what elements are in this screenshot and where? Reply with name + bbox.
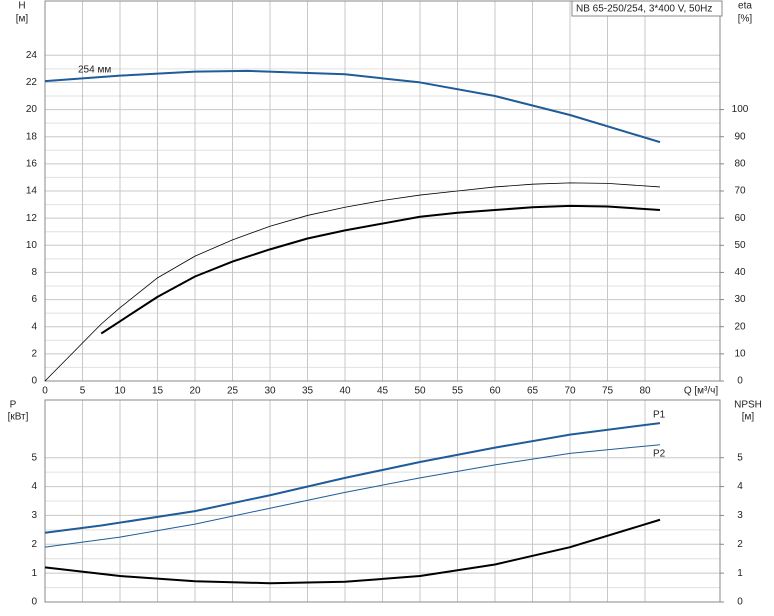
- curve: [44, 69, 661, 144]
- y-tick-label: 8: [31, 267, 37, 278]
- y-tick-label: 24: [26, 50, 38, 61]
- y-tick-label: 16: [26, 158, 38, 169]
- y-tick-label: 4: [31, 321, 37, 332]
- x-tick-label: 40: [339, 386, 351, 397]
- plot-frame: [44, 0, 721, 382]
- x-axis-label: Q [м³/ч]: [684, 386, 719, 397]
- x-tick-label: 25: [227, 386, 239, 397]
- x-tick-label: 35: [302, 386, 314, 397]
- y2-tick-label: 5: [737, 452, 743, 463]
- y-tick-label: 14: [26, 186, 38, 197]
- y-tick-label: 6: [31, 294, 37, 305]
- y-axis-label: H: [18, 1, 25, 12]
- y2-tick-label: 80: [734, 158, 746, 169]
- y2-tick-label: 50: [734, 240, 746, 251]
- y2-tick-label: 0: [737, 597, 743, 608]
- y-tick-label: 10: [26, 240, 38, 251]
- y2-tick-label: 3: [737, 510, 743, 521]
- x-label-bg: [683, 384, 719, 398]
- y-tick-label: 3: [31, 510, 37, 521]
- y2-axis-label: NPSH: [734, 400, 762, 411]
- y2-tick-label: 20: [734, 321, 746, 332]
- x-tick-label: 45: [377, 386, 389, 397]
- title-box: [571, 0, 723, 17]
- y-tick-label: 5: [31, 452, 37, 463]
- y2-tick-label: 1: [737, 568, 743, 579]
- curve: [44, 422, 661, 534]
- y-tick-label: 18: [26, 131, 38, 142]
- x-tick-label: 55: [452, 386, 464, 397]
- curve: [44, 518, 661, 585]
- y2-tick-label: 40: [734, 267, 746, 278]
- x-tick-label: 75: [602, 386, 614, 397]
- x-tick-label: 80: [639, 386, 651, 397]
- y2-tick-label: 2: [737, 539, 743, 550]
- x-tick-label: 10: [114, 386, 126, 397]
- x-tick-label: 70: [564, 386, 576, 397]
- x-tick-label: 50: [414, 386, 426, 397]
- y-tick-label: 2: [31, 539, 37, 550]
- curve-label: P1: [653, 410, 666, 421]
- curve: [100, 204, 661, 335]
- y2-tick-label: 30: [734, 294, 746, 305]
- x-tick-label: 60: [489, 386, 501, 397]
- y2-tick-label: 100: [732, 104, 749, 115]
- y-tick-label: 20: [26, 104, 38, 115]
- y-axis-label: P: [10, 400, 17, 411]
- x-tick-label: 30: [264, 386, 276, 397]
- curve-label: 254 мм: [78, 65, 111, 76]
- y2-tick-label: 0: [737, 376, 743, 387]
- y2-axis-unit: [м]: [742, 412, 755, 423]
- y2-tick-label: 4: [737, 481, 743, 492]
- y-tick-label: 2: [31, 348, 37, 359]
- y-axis-unit: [м]: [16, 14, 29, 25]
- y-tick-label: 4: [31, 481, 37, 492]
- y2-tick-label: 10: [734, 348, 746, 359]
- x-tick-label: 0: [42, 386, 48, 397]
- x-tick-label: 65: [527, 386, 539, 397]
- y-tick-label: 22: [26, 77, 38, 88]
- plot-frame: [44, 399, 721, 603]
- x-tick-label: 5: [80, 386, 86, 397]
- curve: [44, 182, 661, 382]
- y2-tick-label: 60: [734, 213, 746, 224]
- y2-tick-label: 70: [734, 186, 746, 197]
- x-tick-label: 20: [189, 386, 201, 397]
- y-tick-label: 0: [31, 597, 37, 608]
- y-axis-unit: [кВт]: [8, 412, 29, 423]
- y2-axis-unit: [%]: [738, 14, 753, 25]
- curve: [44, 444, 661, 548]
- y-tick-label: 1: [31, 568, 37, 579]
- chart-title: NB 65-250/254, 3*400 V, 50Hz: [576, 4, 712, 15]
- y-tick-label: 12: [26, 213, 38, 224]
- y2-axis-label: eta: [738, 1, 752, 12]
- y2-tick-label: 90: [734, 131, 746, 142]
- y-tick-label: 0: [31, 376, 37, 387]
- x-tick-label: 15: [152, 386, 164, 397]
- curve-label: P2: [653, 448, 666, 459]
